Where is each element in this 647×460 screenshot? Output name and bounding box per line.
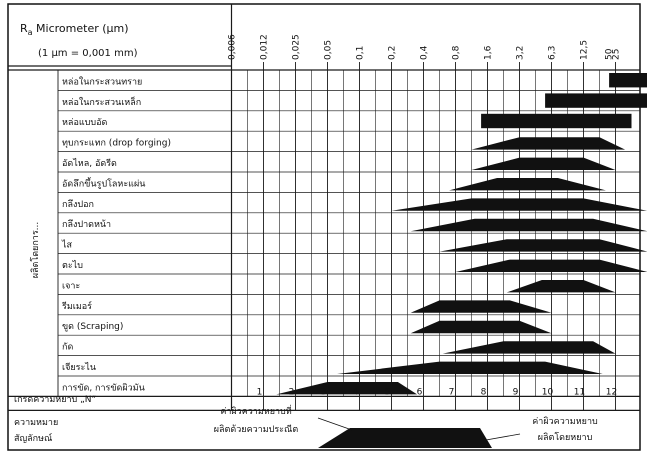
- scale-tick-label: 0,012: [260, 34, 270, 60]
- n-grade-label: 7: [449, 387, 455, 397]
- scale-tick-labels: 0,006 0,012 0,025 0,05 0,1 0,2 0,4 0,8 1,6 3,2 6,3…: [228, 34, 622, 60]
- n-grade-label: 10: [542, 387, 554, 397]
- process-range-shape: [481, 114, 631, 128]
- scale-tick-label: 0,025: [292, 34, 302, 60]
- legend-rough-line1: ค่าผิวความหยาบ: [532, 416, 598, 427]
- process-range-shape: [472, 137, 626, 149]
- n-grade-label: 8: [481, 387, 487, 397]
- process-label: หล่อในกระสวนทราย: [62, 76, 142, 87]
- scale-tick-label: 0,2: [388, 46, 398, 60]
- n-grade-label: 1: [257, 387, 263, 397]
- process-label: กลึงปอก: [62, 199, 94, 210]
- process-label: ตะไบ: [62, 260, 83, 271]
- legend-meaning-line1: ความหมาย: [14, 418, 58, 428]
- scale-tick-label: 0,1: [356, 46, 366, 60]
- scale-tick-label: 1,6: [484, 45, 494, 60]
- n-grade-label: 12: [606, 387, 617, 397]
- process-range-shape: [392, 198, 647, 210]
- process-label: รีมเมอร์: [62, 300, 92, 312]
- process-range-shape: [411, 219, 647, 231]
- scale-tick-label: 0,05: [324, 40, 334, 60]
- process-range-shape: [411, 300, 552, 312]
- process-range-shape: [443, 341, 616, 353]
- process-range-shape: [507, 280, 616, 292]
- scale-tick-label: 6,3: [548, 46, 558, 60]
- process-label: การขัด, การขัดผิวมัน: [62, 382, 145, 393]
- process-label: ขูด (Scraping): [62, 322, 123, 332]
- scale-tick-label: 50: [605, 48, 615, 60]
- process-range-shape: [609, 73, 647, 87]
- process-label: ไส: [61, 240, 73, 251]
- n-grade-label: 11: [574, 387, 585, 397]
- legend-precise-line2: ผลิตด้วยความประณีต: [214, 424, 299, 435]
- process-range-shape: [337, 362, 603, 374]
- n-grade-label: 6: [417, 387, 423, 397]
- legend-rough-line2: ผลิตโดยหยาบ: [538, 432, 593, 443]
- process-label: หล่อในกระสวนเหล็ก: [62, 95, 141, 108]
- n-grade-label: 9: [513, 387, 519, 397]
- process-range-shape: [276, 382, 417, 394]
- n-grade-label: 3: [321, 387, 327, 397]
- process-label: กัด: [62, 343, 73, 353]
- scale-tick-label: 3,2: [516, 46, 526, 60]
- process-label: เจียระไน: [62, 362, 96, 373]
- scale-tick-label: 0,8: [452, 45, 462, 60]
- n-grade-label: 5: [385, 387, 391, 397]
- process-range-shape: [456, 260, 647, 272]
- side-label: ผลิตโดยการ...: [30, 222, 41, 279]
- header-conversion: (1 μm = 0,001 mm): [38, 48, 138, 59]
- process-label: เจาะ: [62, 281, 80, 291]
- header-title: Ra Micrometer (μm): [20, 22, 129, 37]
- legend-precise-pointer: [318, 418, 352, 430]
- scale-tick-label: 12,5: [580, 40, 590, 60]
- process-label: กลึงปาดหน้า: [62, 219, 111, 230]
- scale-tick-label: 0,4: [420, 45, 430, 60]
- process-range-shape: [472, 158, 616, 170]
- legend-symbol: [318, 428, 492, 448]
- scale-tick-label: 0,006: [228, 34, 238, 60]
- process-shapes: [276, 73, 647, 394]
- n-grade-label: 2: [289, 387, 295, 397]
- process-label: ทุบกระแทก (drop forging): [62, 139, 171, 149]
- n-row-label: เกรดความหยาบ „N“: [14, 395, 96, 405]
- process-label: หล่อแบบอัด: [62, 118, 107, 128]
- process-range-shape: [545, 93, 647, 107]
- process-label: อัดลึกขึ้นรูปโลหะแผ่น: [62, 176, 145, 189]
- process-range-shape: [411, 321, 552, 333]
- legend-rough-pointer: [486, 434, 520, 440]
- process-rows: หล่อในกระสวนทรายหล่อในกระสวนเหล็กหล่อแบบ…: [61, 76, 171, 393]
- process-label: อัดไหล, อัดรีด: [62, 158, 117, 169]
- n-grade-label: 4: [353, 387, 359, 397]
- legend-meaning-line2: สัญลักษณ์: [14, 432, 52, 444]
- process-range-shape: [449, 178, 606, 190]
